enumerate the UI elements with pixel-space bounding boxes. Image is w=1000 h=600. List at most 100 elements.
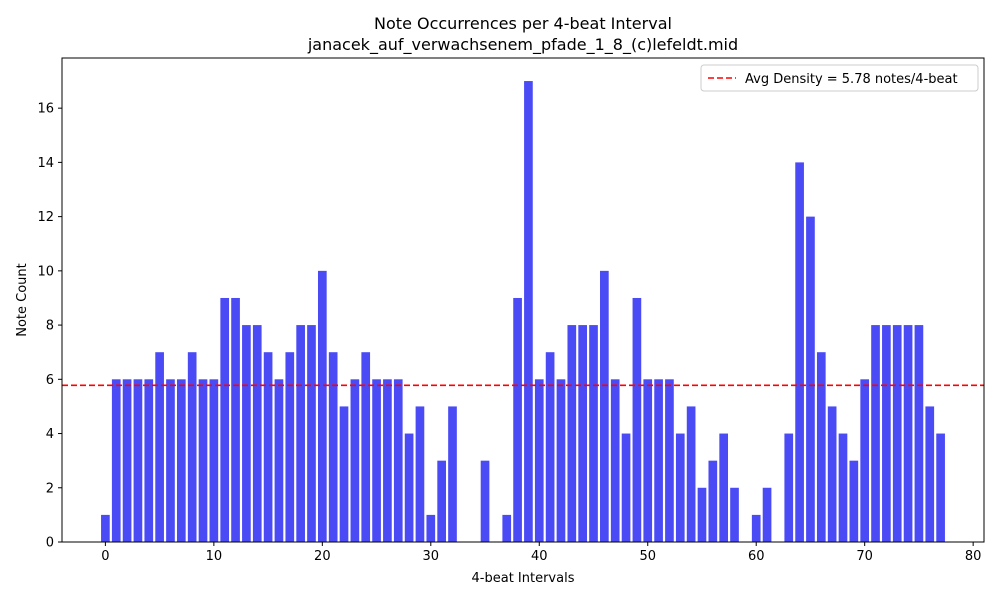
x-tick-label: 70 xyxy=(856,549,873,564)
bar xyxy=(871,325,880,542)
bar xyxy=(263,352,273,542)
y-tick-label: 2 xyxy=(46,481,54,496)
bar xyxy=(502,514,512,542)
bar xyxy=(621,433,631,542)
bar xyxy=(892,325,902,542)
bar xyxy=(600,270,609,542)
y-tick-label: 12 xyxy=(37,210,54,225)
bar xyxy=(383,379,392,542)
bars-group xyxy=(101,81,945,543)
bar xyxy=(307,325,316,542)
bar xyxy=(415,406,425,542)
x-tick-label: 80 xyxy=(965,549,982,564)
bar xyxy=(882,325,891,542)
bar xyxy=(350,379,360,542)
legend: Avg Density = 5.78 notes/4-beat xyxy=(700,64,979,92)
bar xyxy=(697,487,707,542)
legend-label: Avg Density = 5.78 notes/4-beat xyxy=(745,72,958,87)
bar xyxy=(827,406,837,542)
x-tick-label: 40 xyxy=(531,549,548,564)
bar xyxy=(806,216,815,542)
bar xyxy=(296,325,305,542)
bar xyxy=(242,325,251,542)
bar xyxy=(795,162,804,542)
y-tick-label: 0 xyxy=(46,536,54,551)
y-tick-label: 6 xyxy=(46,373,54,388)
bar xyxy=(534,379,544,542)
bar xyxy=(133,379,143,542)
bar xyxy=(578,325,587,542)
bar xyxy=(556,379,566,542)
bar xyxy=(404,433,414,542)
x-tick-label: 20 xyxy=(314,549,331,564)
bar xyxy=(372,379,381,542)
bar xyxy=(317,270,327,542)
bar xyxy=(393,379,403,542)
bar xyxy=(176,379,186,542)
bar xyxy=(426,514,436,542)
bar xyxy=(708,460,718,542)
bar xyxy=(545,352,555,542)
bar xyxy=(719,433,729,542)
chart-subtitle: janacek_auf_verwachsenem_pfade_1_8_(c)le… xyxy=(307,35,738,55)
bar xyxy=(448,406,457,542)
x-axis-label: 4-beat Intervals xyxy=(472,571,575,586)
bar xyxy=(936,433,945,542)
bar xyxy=(513,297,522,542)
y-tick-label: 4 xyxy=(46,427,54,442)
bar xyxy=(187,352,197,542)
bar xyxy=(144,379,154,542)
x-tick-label: 30 xyxy=(423,549,440,564)
bar xyxy=(675,433,685,542)
bar xyxy=(751,514,761,542)
bar xyxy=(816,352,826,542)
bar xyxy=(480,460,490,542)
x-axis-ticks: 0 10 20 30 40 50 60 70 80 xyxy=(101,542,981,564)
bar xyxy=(111,379,121,542)
bar xyxy=(762,487,772,542)
bar xyxy=(252,325,262,542)
bar xyxy=(437,460,446,542)
bar xyxy=(285,352,295,542)
bar xyxy=(198,379,208,542)
bar xyxy=(784,433,794,542)
bar xyxy=(166,379,175,542)
bar xyxy=(328,352,338,542)
y-tick-label: 10 xyxy=(37,264,54,279)
x-tick-label: 50 xyxy=(639,549,656,564)
bar xyxy=(231,297,240,542)
bar xyxy=(654,379,663,542)
y-axis-ticks: 0 2 4 6 8 10 12 14 16 xyxy=(37,102,62,551)
bar xyxy=(849,460,859,542)
bar xyxy=(632,297,642,542)
bar xyxy=(589,325,598,542)
x-tick-label: 0 xyxy=(101,549,109,564)
y-axis-label: Note Count xyxy=(15,263,30,337)
bar xyxy=(665,379,674,542)
x-tick-label: 10 xyxy=(206,549,223,564)
bar xyxy=(101,514,110,542)
legend-box xyxy=(700,64,979,92)
bar xyxy=(209,379,219,542)
bar xyxy=(686,406,696,542)
plot-frame xyxy=(61,57,985,543)
y-tick-label: 8 xyxy=(46,319,54,334)
bar xyxy=(838,433,848,542)
bar xyxy=(155,352,164,542)
bar xyxy=(339,406,349,542)
bar xyxy=(860,379,870,542)
bar xyxy=(524,81,533,543)
bar xyxy=(220,297,230,542)
bar xyxy=(914,325,924,542)
bar xyxy=(925,406,935,542)
bar xyxy=(643,379,653,542)
bar xyxy=(610,379,620,542)
bar xyxy=(361,352,371,542)
x-tick-label: 60 xyxy=(748,549,765,564)
y-tick-label: 16 xyxy=(37,102,54,117)
bar xyxy=(730,487,739,542)
bar xyxy=(274,379,284,542)
bar xyxy=(122,379,132,542)
y-tick-label: 14 xyxy=(37,156,54,171)
